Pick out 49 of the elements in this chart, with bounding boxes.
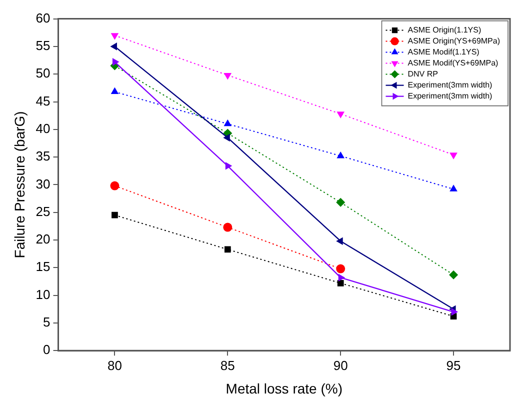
y-tick-label: 10 <box>36 286 50 302</box>
point <box>112 58 120 66</box>
point <box>336 264 346 274</box>
y-tick-label: 40 <box>36 120 50 136</box>
point <box>338 274 346 282</box>
y-tick-label: 55 <box>36 38 50 54</box>
y-tick-label: 25 <box>36 204 50 219</box>
point <box>336 237 343 246</box>
y-tick-label: 60 <box>36 10 50 26</box>
legend-label: ASME Origin(YS+69MPa) <box>408 36 500 46</box>
point <box>451 308 458 316</box>
point <box>450 152 458 160</box>
point <box>112 212 118 218</box>
x-axis-title: Metal loss rate (%) <box>226 380 342 396</box>
point <box>336 198 346 207</box>
point <box>223 222 232 232</box>
y-tick-label: 20 <box>36 232 50 247</box>
point <box>224 246 231 253</box>
x-tick-label: 95 <box>446 358 461 373</box>
point <box>336 151 344 158</box>
legend-label: ASME Modif(YS+69MPa) <box>408 58 499 68</box>
y-tick-label: 30 <box>36 176 50 192</box>
legend-label: DNV RP <box>408 70 438 79</box>
point <box>336 112 344 118</box>
point <box>223 134 230 142</box>
y-tick-label: 45 <box>36 93 50 108</box>
legend-label: ASME Origin(1.1YS) <box>408 26 482 35</box>
y-tick-label: 5 <box>43 314 50 330</box>
y-tick-label: 35 <box>36 148 50 164</box>
legend-label: Experiment(3mm width) <box>408 80 493 90</box>
x-tick-label: 85 <box>220 358 235 373</box>
point <box>337 280 344 286</box>
x-tick-label: 90 <box>333 358 348 373</box>
point <box>110 87 119 94</box>
point <box>224 119 232 126</box>
legend-label: ASME Modif(1.1YS) <box>408 48 480 57</box>
point <box>450 184 458 192</box>
x-tick-label: 80 <box>107 358 122 373</box>
point <box>224 72 232 80</box>
y-tick-label: 15 <box>36 259 50 274</box>
point <box>110 42 117 50</box>
point <box>110 33 119 40</box>
y-tick-label: 50 <box>36 66 50 81</box>
y-tick-label: 0 <box>43 342 50 358</box>
point <box>110 181 120 190</box>
point <box>225 162 232 170</box>
point <box>449 270 458 280</box>
y-axis-title: Failure Pressure (barG) <box>11 111 28 258</box>
legend-label: Experiment(3mm width) <box>408 92 493 101</box>
